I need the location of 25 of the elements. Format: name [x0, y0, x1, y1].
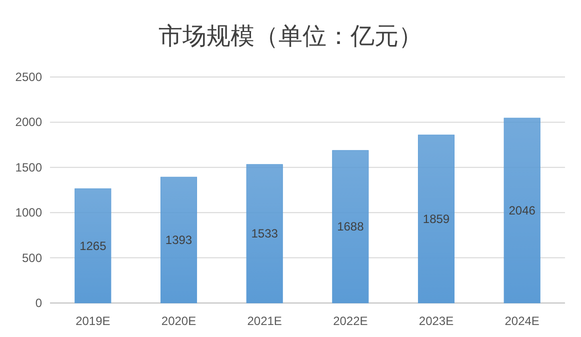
y-tick-label: 1500 [15, 160, 42, 174]
y-tick-label: 0 [35, 296, 42, 310]
bar [160, 176, 198, 304]
y-tick-label: 500 [22, 250, 42, 265]
data-label: 1688 [337, 220, 364, 234]
bar [504, 118, 540, 304]
bar [74, 188, 112, 304]
y-tick-label: 1000 [15, 206, 42, 220]
x-tick-label: 2024E [504, 314, 540, 328]
x-tick-label: 2020E [161, 314, 196, 328]
data-label: 1393 [165, 233, 192, 248]
data-label: 1533 [251, 226, 278, 241]
data-label: 2046 [508, 204, 536, 218]
bar [332, 150, 369, 304]
y-tick-label: 2000 [15, 115, 42, 130]
data-label: 1859 [422, 212, 450, 226]
data-label: 1265 [80, 238, 107, 253]
bar [418, 134, 455, 304]
bar [246, 164, 283, 304]
x-tick-label: 2019E [76, 314, 110, 328]
y-tick-label: 2500 [15, 70, 42, 84]
x-tick-label: 2021E [247, 314, 282, 328]
x-tick-label: 2022E [333, 314, 368, 328]
x-tick-label: 2023E [418, 314, 454, 328]
chart-title: 市场规模（单位：亿元） [158, 23, 422, 50]
